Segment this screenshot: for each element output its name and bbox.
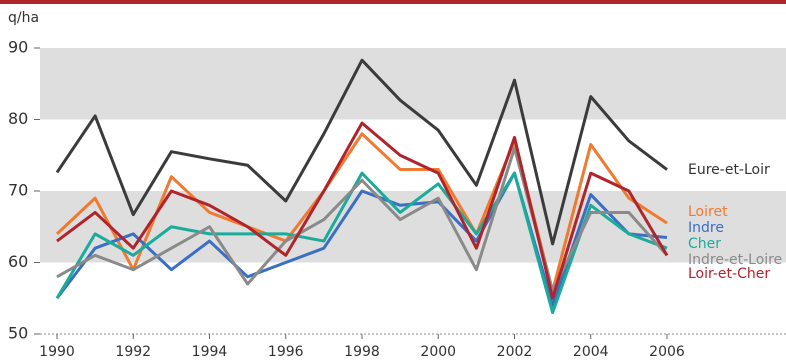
x-tick-label: 1996	[268, 344, 304, 360]
series-line	[56, 121, 669, 300]
series-line	[55, 58, 668, 246]
series-line	[55, 171, 668, 315]
legend-label: Loiret	[688, 204, 728, 220]
shaded-band	[40, 48, 786, 120]
top-border	[0, 0, 786, 4]
legend-label: Indre	[688, 220, 724, 236]
x-tick-label: 2002	[497, 344, 533, 360]
x-tick-label: 1990	[39, 344, 75, 360]
y-axis-label: q/ha	[8, 10, 39, 26]
legend-label: Loir-et-Cher	[688, 266, 770, 282]
x-tick-label: 1998	[344, 344, 380, 360]
series-line	[55, 171, 668, 307]
x-tick-label: 2004	[573, 344, 609, 360]
x-tick-label: 1994	[192, 344, 228, 360]
y-tick-label: 50	[8, 324, 28, 343]
legend-label: Indre-et-Loire	[688, 252, 782, 268]
x-tick-label: 1992	[115, 344, 151, 360]
y-tick-label: 80	[8, 109, 28, 128]
legend-label: Eure-et-Loir	[688, 162, 770, 178]
y-tick-label: 60	[8, 252, 28, 271]
y-tick-label: 70	[8, 181, 28, 200]
x-tick-label: 2000	[420, 344, 456, 360]
legend-label: Cher	[688, 236, 721, 252]
y-tick-label: 90	[8, 38, 28, 57]
x-tick-label: 2006	[649, 344, 685, 360]
series-line	[56, 146, 669, 293]
